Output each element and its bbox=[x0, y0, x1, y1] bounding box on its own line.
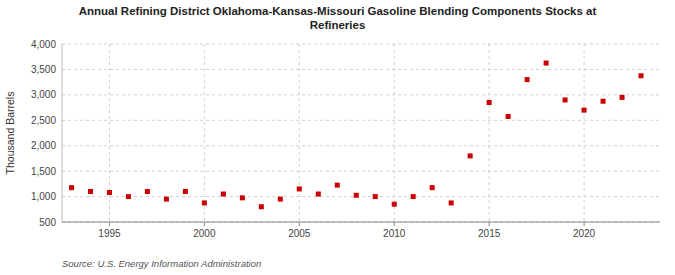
x-axis-line bbox=[62, 222, 660, 223]
x-grid-line bbox=[299, 44, 300, 222]
x-tick-label: 2015 bbox=[478, 228, 501, 239]
point bbox=[430, 185, 435, 190]
point bbox=[449, 200, 454, 205]
point bbox=[202, 200, 207, 205]
point bbox=[240, 195, 245, 200]
point bbox=[164, 197, 169, 202]
y-tick-label: 3,500 bbox=[31, 64, 56, 75]
point bbox=[468, 153, 473, 158]
x-tick bbox=[394, 222, 395, 226]
y-tick-label: 1,000 bbox=[31, 191, 56, 202]
x-axis: 1995 2000 2005 2010 2015 2020 bbox=[98, 44, 595, 239]
y-tick-label: 2,000 bbox=[31, 140, 56, 151]
point bbox=[126, 194, 131, 199]
y-grid-line bbox=[62, 44, 660, 45]
y-tick-label: 4,000 bbox=[31, 39, 56, 50]
point bbox=[487, 100, 492, 105]
point bbox=[69, 185, 74, 190]
point bbox=[639, 73, 644, 78]
point bbox=[107, 190, 112, 195]
x-tick-label: 2005 bbox=[288, 228, 311, 239]
x-tick bbox=[109, 222, 110, 226]
y-tick-label: 2,500 bbox=[31, 115, 56, 126]
point bbox=[411, 194, 416, 199]
point bbox=[145, 189, 150, 194]
y-axis: 500 1,000 1,500 2,000 2,500 3,000 3,500 4,000 bbox=[31, 39, 660, 228]
x-tick-label: 2010 bbox=[383, 228, 406, 239]
point bbox=[392, 202, 397, 207]
y-tick-label: 500 bbox=[39, 217, 56, 228]
point bbox=[563, 97, 568, 102]
point bbox=[354, 193, 359, 198]
point bbox=[297, 186, 302, 191]
y-grid-line bbox=[62, 222, 660, 223]
source: Source: U.S. Energy Information Administ… bbox=[62, 258, 261, 269]
title: Annual Refining District Oklahoma-Kansas… bbox=[79, 5, 597, 31]
point bbox=[582, 108, 587, 113]
point bbox=[506, 114, 511, 119]
point bbox=[183, 189, 188, 194]
x-tick bbox=[584, 222, 585, 226]
point bbox=[259, 204, 264, 209]
x-grid-line bbox=[394, 44, 395, 222]
x-tick-label: 1995 bbox=[98, 228, 121, 239]
x-tick bbox=[299, 222, 300, 226]
y-axis-label: Thousand Barrels bbox=[4, 92, 16, 175]
y-tick-label: 1,500 bbox=[31, 166, 56, 177]
point bbox=[373, 194, 378, 199]
x-tick bbox=[489, 222, 490, 226]
point bbox=[221, 192, 226, 197]
point bbox=[525, 77, 530, 82]
x-tick-label: 2020 bbox=[573, 228, 596, 239]
x-grid-line bbox=[489, 44, 490, 222]
point bbox=[278, 197, 283, 202]
y-tick-label: 3,000 bbox=[31, 89, 56, 100]
points bbox=[69, 61, 644, 210]
title-line: Refineries bbox=[310, 19, 366, 31]
point bbox=[335, 183, 340, 188]
point bbox=[601, 99, 606, 104]
y-axis-line bbox=[62, 44, 63, 222]
x-grid-line bbox=[109, 44, 110, 222]
point bbox=[88, 189, 93, 194]
x-grid-line bbox=[584, 44, 585, 222]
point bbox=[544, 61, 549, 66]
y-grid-line bbox=[62, 69, 660, 70]
y-grid-line bbox=[62, 120, 660, 121]
x-tick bbox=[204, 222, 205, 226]
point bbox=[316, 192, 321, 197]
y-grid-line bbox=[62, 196, 660, 197]
y-grid-line bbox=[62, 171, 660, 172]
point bbox=[620, 95, 625, 100]
y-grid-line bbox=[62, 145, 660, 146]
x-grid-line bbox=[204, 44, 205, 222]
y-grid-line bbox=[62, 94, 660, 95]
chart: Annual Refining District Oklahoma-Kansas… bbox=[0, 0, 675, 275]
title-line: Annual Refining District Oklahoma-Kansas… bbox=[79, 5, 597, 17]
x-tick-label: 2000 bbox=[193, 228, 216, 239]
